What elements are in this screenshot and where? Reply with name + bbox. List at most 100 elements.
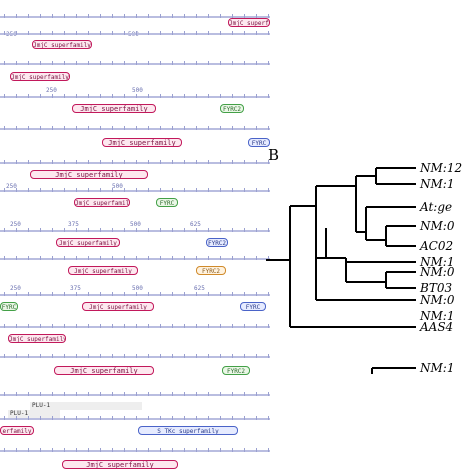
tick-label: 500	[112, 183, 123, 190]
ruler-tick	[28, 292, 29, 296]
ruler-tick	[88, 324, 89, 328]
ruler-tick	[88, 126, 89, 130]
domain-jmjc: erfamily	[0, 426, 34, 435]
ruler-tick	[196, 94, 197, 98]
ruler-tick	[208, 94, 209, 98]
ruler-tick	[220, 126, 221, 130]
ruler-tick	[184, 256, 185, 260]
domain-jmjc: JmjC superfamily	[8, 334, 66, 343]
ruler-tick	[136, 416, 137, 420]
ruler-tick	[28, 94, 29, 98]
ruler-tick	[220, 14, 221, 18]
ruler-tick	[184, 392, 185, 396]
ruler-tick	[16, 256, 17, 260]
ruler-tick	[196, 31, 197, 35]
ruler-tick	[256, 31, 257, 35]
ruler-tick	[136, 61, 137, 65]
ruler-tick	[220, 61, 221, 65]
ruler-tick	[88, 256, 89, 260]
ruler-tick	[220, 354, 221, 358]
ruler	[0, 162, 270, 164]
ruler-tick	[4, 392, 5, 396]
domain-jmjc: JmjC superfamily	[10, 72, 70, 81]
ruler-tick	[136, 392, 137, 396]
ruler-tick	[88, 448, 89, 452]
ruler-tick	[100, 228, 101, 232]
ruler-tick	[244, 448, 245, 452]
ruler-tick	[184, 188, 185, 192]
ruler-tick	[208, 448, 209, 452]
ruler-tick	[88, 228, 89, 232]
ruler-tick	[100, 31, 101, 35]
ruler-tick	[148, 392, 149, 396]
ruler-tick	[160, 228, 161, 232]
ruler-tick	[196, 448, 197, 452]
ruler	[0, 258, 270, 260]
ruler	[0, 326, 270, 328]
domain-fyrc2: FYRC2	[222, 366, 250, 375]
phylogenetic-tree: NM:12 NM:1 At:ge NM:0 AC02 NM:1 NM:0 BT0…	[266, 161, 462, 375]
ruler-tick	[88, 354, 89, 358]
ruler-tick	[64, 392, 65, 396]
ruler-tick	[76, 228, 77, 232]
ruler-tick	[52, 61, 53, 65]
ruler-tick	[4, 292, 5, 296]
ruler-tick	[148, 448, 149, 452]
ruler-tick	[112, 448, 113, 452]
ruler-tick	[160, 292, 161, 296]
ruler-tick	[16, 292, 17, 296]
ruler-tick	[88, 61, 89, 65]
ruler-tick	[172, 256, 173, 260]
ruler-tick	[52, 448, 53, 452]
ruler-tick	[196, 416, 197, 420]
ruler-tick	[76, 126, 77, 130]
ruler-tick	[256, 188, 257, 192]
ruler-tick	[112, 292, 113, 296]
ruler-tick	[232, 392, 233, 396]
ruler-tick	[16, 416, 17, 420]
ruler-tick	[268, 31, 269, 35]
ruler-tick	[112, 31, 113, 35]
ruler-tick	[208, 188, 209, 192]
ruler-tick	[124, 448, 125, 452]
domain-jmjc: JmjC superfamily	[62, 460, 178, 469]
domain-fyrc: FYRC	[156, 198, 178, 207]
ruler-tick	[184, 292, 185, 296]
ruler-tick	[232, 61, 233, 65]
ruler-tick	[256, 392, 257, 396]
ruler-tick	[136, 292, 137, 296]
ruler-tick	[220, 392, 221, 396]
ruler-tick	[220, 416, 221, 420]
ruler-tick	[52, 188, 53, 192]
ruler-tick	[196, 188, 197, 192]
ruler-tick	[208, 14, 209, 18]
ruler-tick	[28, 392, 29, 396]
ruler-tick	[160, 354, 161, 358]
domain-architecture-panel: 250 500 JmjC superfamily JmjC superfamil…	[0, 14, 270, 469]
domain-fyrc: FYRC	[0, 302, 18, 311]
ruler-tick	[244, 188, 245, 192]
ruler-tick	[52, 354, 53, 358]
tick-label: 250	[6, 183, 17, 190]
ruler-tick	[244, 354, 245, 358]
ruler-tick	[64, 160, 65, 164]
tick-label: 250	[10, 285, 21, 292]
ruler-tick	[148, 188, 149, 192]
ruler-tick	[124, 31, 125, 35]
tick-label: 625	[194, 285, 205, 292]
ruler-tick	[160, 31, 161, 35]
ruler-tick	[148, 61, 149, 65]
ruler-tick	[4, 94, 5, 98]
ruler-tick	[160, 448, 161, 452]
ruler-tick	[220, 31, 221, 35]
ruler-tick	[124, 126, 125, 130]
domain-jmjc: JmjC superfamily	[54, 366, 154, 375]
ruler-tick	[124, 228, 125, 232]
ruler-tick	[160, 324, 161, 328]
tick-label: 375	[70, 285, 81, 292]
ruler-tick	[16, 126, 17, 130]
ruler-tick	[76, 61, 77, 65]
ruler-tick	[268, 324, 269, 328]
ruler-tick	[268, 392, 269, 396]
ruler-tick	[40, 324, 41, 328]
